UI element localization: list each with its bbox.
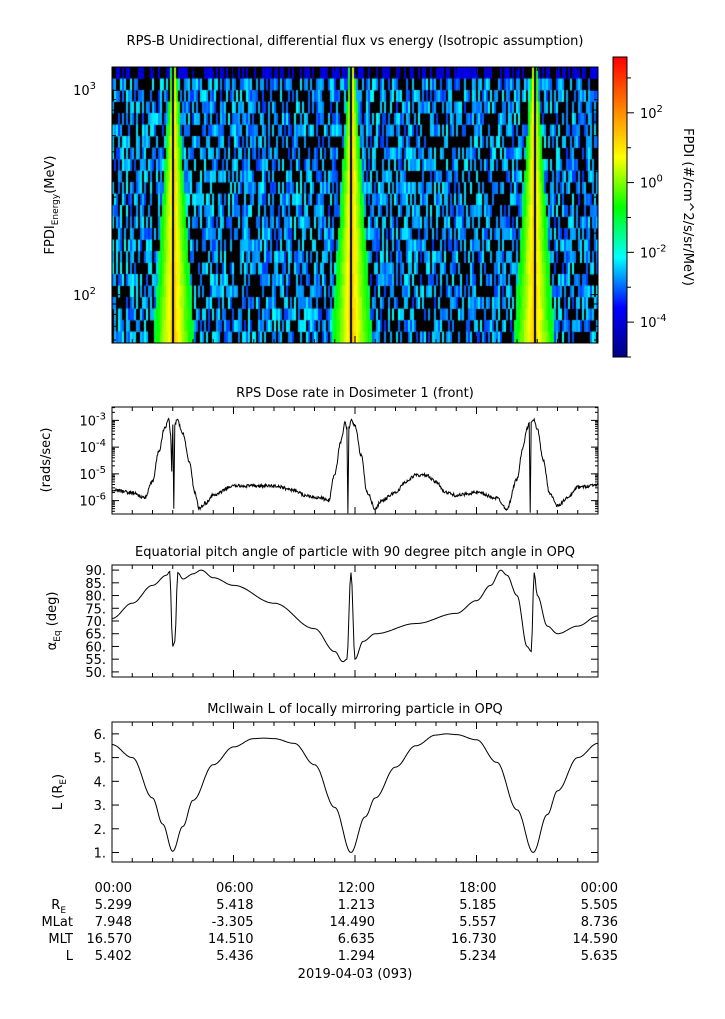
panel1-ytick-label: 103 (73, 81, 96, 99)
row-value: 16.570 (87, 932, 133, 947)
panel2-ytick-label: 10-6 (79, 492, 106, 510)
series-line (111, 569, 599, 663)
panel2-title: RPS Dose rate in Dosimeter 1 (front) (236, 386, 474, 401)
row-value: 5.635 (581, 949, 618, 964)
panel4-frame (111, 721, 599, 863)
date-label: 2019-04-03 (093) (298, 967, 413, 982)
panel3-title: Equatorial pitch angle of particle with … (135, 545, 575, 560)
row-value: 6.635 (338, 932, 375, 947)
row-value: 14.510 (208, 932, 254, 947)
colorbar-label: FPDI (#/cm^2/s/sr/MeV) (680, 128, 695, 286)
x-tick-label: 18:00 (459, 881, 496, 896)
row-value: 5.436 (216, 949, 253, 964)
panel3-ytick-label: 65. (85, 628, 106, 643)
svg-text:αEq (deg): αEq (deg) (45, 592, 63, 651)
panel3-ytick-label: 70. (85, 615, 106, 630)
row-label: MLT (48, 932, 73, 947)
panel4-plot: 1. 2. 3. 4. 5. 6. (94, 722, 599, 862)
x-tick-label: 00:00 (95, 881, 132, 896)
row-value: 7.948 (95, 915, 132, 930)
panel4-ytick-label: 1. (94, 847, 106, 862)
row-value: 5.234 (459, 949, 496, 964)
panel4-ylabel: L (RE) (51, 774, 69, 810)
row-value: 5.418 (216, 898, 253, 913)
panel3-ytick-label: 75. (85, 602, 106, 617)
colorbar-frame (612, 56, 628, 358)
colorbar-tick-label: 102 (640, 104, 663, 122)
panel1-title: RPS-B Unidirectional, differential flux … (127, 34, 584, 49)
x-tick-label: 00:00 (581, 881, 618, 896)
panel2-frame (111, 406, 599, 515)
panel1-ylabel: FPDIEnergy(MeV) (43, 156, 61, 255)
panel4-ytick-label: 2. (94, 823, 106, 838)
panel4-ytick-label: 4. (94, 775, 106, 790)
panel1-ticks (111, 67, 599, 343)
row-value: 1.294 (338, 949, 375, 964)
panel3-ytick-label: 55. (85, 653, 106, 668)
row-value: 14.590 (573, 932, 619, 947)
row-value: 16.730 (451, 932, 497, 947)
row-label: RE (51, 898, 66, 916)
colorbar-tick-label: 100 (640, 174, 663, 192)
row-value: 5.185 (459, 898, 496, 913)
panel1-ytick-label: 102 (73, 286, 96, 304)
panel3-ylabel: αEq (deg) (45, 592, 63, 651)
panel3-ytick-label: 60. (85, 640, 106, 655)
panel4-title: McIlwain L of locally mirroring particle… (207, 702, 503, 717)
panel2-plot: 10-3 10-4 10-5 10-6 (79, 407, 599, 514)
row-label: MLat (41, 915, 73, 930)
row-value: 5.505 (581, 898, 618, 913)
flux-spectrogram (112, 67, 598, 343)
panel1-frame (111, 66, 599, 344)
colorbar-gradient (613, 57, 627, 357)
panel4-ytick-label: 6. (94, 728, 106, 743)
series-line (111, 417, 599, 514)
colorbar-ticks: 102 100 10-2 10-4 (627, 77, 667, 358)
x-tick-label: 12:00 (338, 881, 375, 896)
row-value: -3.305 (212, 915, 254, 930)
panel3-ytick-label: 80. (85, 590, 106, 605)
row-value: 5.299 (95, 898, 132, 913)
row-value: 5.402 (95, 949, 132, 964)
panel4-ytick-label: 3. (94, 799, 106, 814)
row-label: L (66, 949, 74, 964)
svg-text:FPDIEnergy(MeV): FPDIEnergy(MeV) (43, 156, 61, 255)
panel2-ytick-label: 10-5 (79, 465, 106, 483)
colorbar-tick-label: 10-2 (640, 243, 667, 261)
row-value: 1.213 (338, 898, 375, 913)
row-value: 8.736 (581, 915, 618, 930)
panel3-ytick-label: 85. (85, 577, 106, 592)
panel3-frame (111, 564, 599, 678)
panel3-ytick-label: 90. (85, 564, 106, 579)
row-value: 5.557 (459, 915, 496, 930)
panel2-ylabel: (rads/sec) (39, 428, 54, 493)
svg-text:L (RE): L (RE) (51, 774, 69, 810)
panel3-plot: 50.55.60.65.70.75.80.85.90. (85, 564, 599, 681)
panel4-ytick-label: 5. (94, 752, 106, 767)
panel3-ytick-label: 50. (85, 666, 106, 681)
panel2-ytick-label: 10-3 (79, 411, 106, 429)
series-line (111, 733, 598, 854)
row-value: 14.490 (330, 915, 376, 930)
panel2-ytick-label: 10-4 (79, 438, 106, 456)
x-tick-label: 06:00 (216, 881, 253, 896)
x-axis-table: 00:00 06:00 12:00 18:00 00:00 RE 5.299 5.418 1.2… (41, 881, 618, 964)
colorbar-tick-label: 10-4 (640, 313, 667, 331)
